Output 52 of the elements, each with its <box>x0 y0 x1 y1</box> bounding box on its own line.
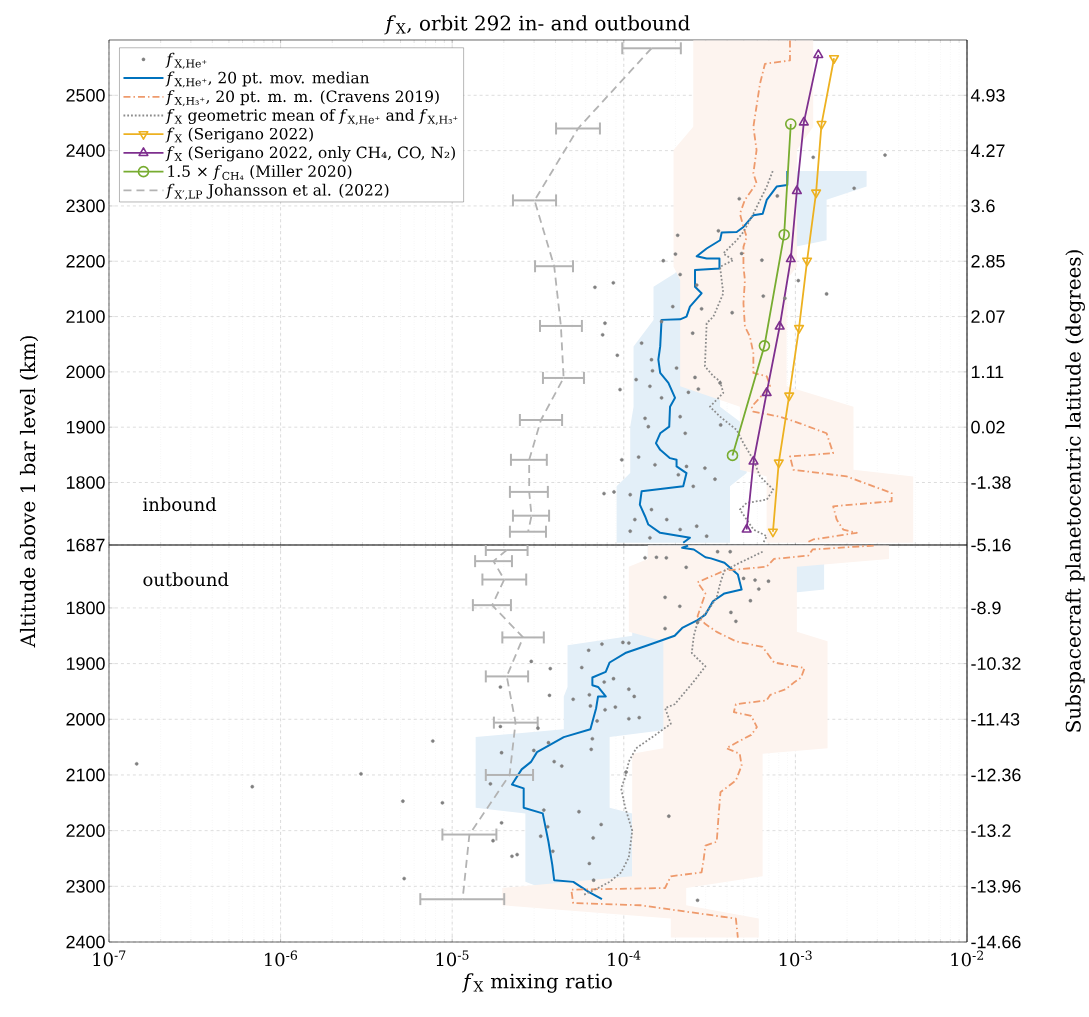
x-tick-label: 10$^{-2}$ <box>951 950 984 967</box>
category-label: -5.16 <box>971 538 1011 552</box>
legend-label: f$_{X}$ (Serigano 2022, only CH₄, CO, N₂) <box>165 146 455 162</box>
y-tick-label: 2500 <box>66 88 105 102</box>
y-tick-label: 1800 <box>66 476 105 489</box>
annotation: inbound <box>143 497 217 512</box>
y-tick-label: 2400 <box>66 144 105 157</box>
y-tick-label: 2400 <box>66 935 105 949</box>
category-label: -11.43 <box>971 712 1020 726</box>
y-tick-label: 2200 <box>66 824 105 837</box>
legend-label: f$_{X}$ geometric mean of f$_{X,He⁺}$ and f$_{X,H₃⁺}$ <box>165 108 458 126</box>
y-tick-label: 2000 <box>66 712 105 726</box>
category-label: -13.2 <box>971 824 1011 837</box>
legend-label: f$_{X,He⁺}$, 20 pt. mov. median <box>165 71 370 88</box>
category-label: -14.66 <box>971 935 1021 949</box>
annotation: outbound <box>143 572 229 587</box>
category-label: -10.32 <box>971 657 1021 670</box>
y-tick-label: 1800 <box>66 601 105 615</box>
y-tick-label: 2300 <box>66 199 105 213</box>
y-tick-label: 2100 <box>66 310 105 323</box>
category-label: 1.11 <box>971 365 1004 379</box>
chart-title: f$_{X}$, orbit 292 in- and outbound <box>384 15 690 35</box>
category-label: 3.6 <box>971 199 995 213</box>
y-tick-label: 2200 <box>66 254 105 268</box>
x-tick-label: 10$^{-3}$ <box>779 950 812 967</box>
category-label: -8.9 <box>971 601 1001 615</box>
category-label: -1.38 <box>971 476 1011 489</box>
x-tick-label: 10$^{-5}$ <box>436 950 469 967</box>
legend-label: f$_{X,He⁺}$ <box>165 52 207 69</box>
y2-axis-title: Subspacecraft planetocentric latitude (degrees) <box>1065 250 1085 732</box>
category-label: 2.07 <box>971 310 1005 323</box>
x-tick-label: 10$^{-4}$ <box>608 950 641 967</box>
category-label: 2.85 <box>971 254 1005 268</box>
legend-label: f$_{X}$ (Serigano 2022) <box>165 127 313 143</box>
category-label: 4.93 <box>970 88 1005 102</box>
x-tick-label: 10$^{-7}$ <box>93 950 126 967</box>
legend-label: f$_{X′,LP}$ Johansson et al. (2022) <box>165 183 389 200</box>
category-label: 0.02 <box>971 420 1005 434</box>
y-tick-label: 1687 <box>66 538 105 552</box>
y-tick-label: 2100 <box>66 768 105 782</box>
category-label: -12.36 <box>971 768 1021 782</box>
x-axis-title: f$_{X}$ mixing ratio <box>461 973 612 993</box>
category-label: -13.96 <box>971 879 1021 893</box>
y-tick-label: 2000 <box>66 365 105 379</box>
y-tick-label: 1900 <box>66 657 105 670</box>
category-label: 4.27 <box>970 144 1005 157</box>
legend-label: f$_{X,H₃⁺}$, 20 pt. m. m. (Cravens 2019) <box>165 90 439 107</box>
legend-label: 1.5 × f$_{CH₄}$ (Miller 2020) <box>168 165 352 180</box>
y-axis-title: Altitude above 1 bar level (km) <box>19 336 39 648</box>
y-tick-label: 2300 <box>66 879 105 893</box>
x-tick-label: 10$^{-6}$ <box>265 950 298 967</box>
y-tick-label: 1900 <box>66 420 105 434</box>
